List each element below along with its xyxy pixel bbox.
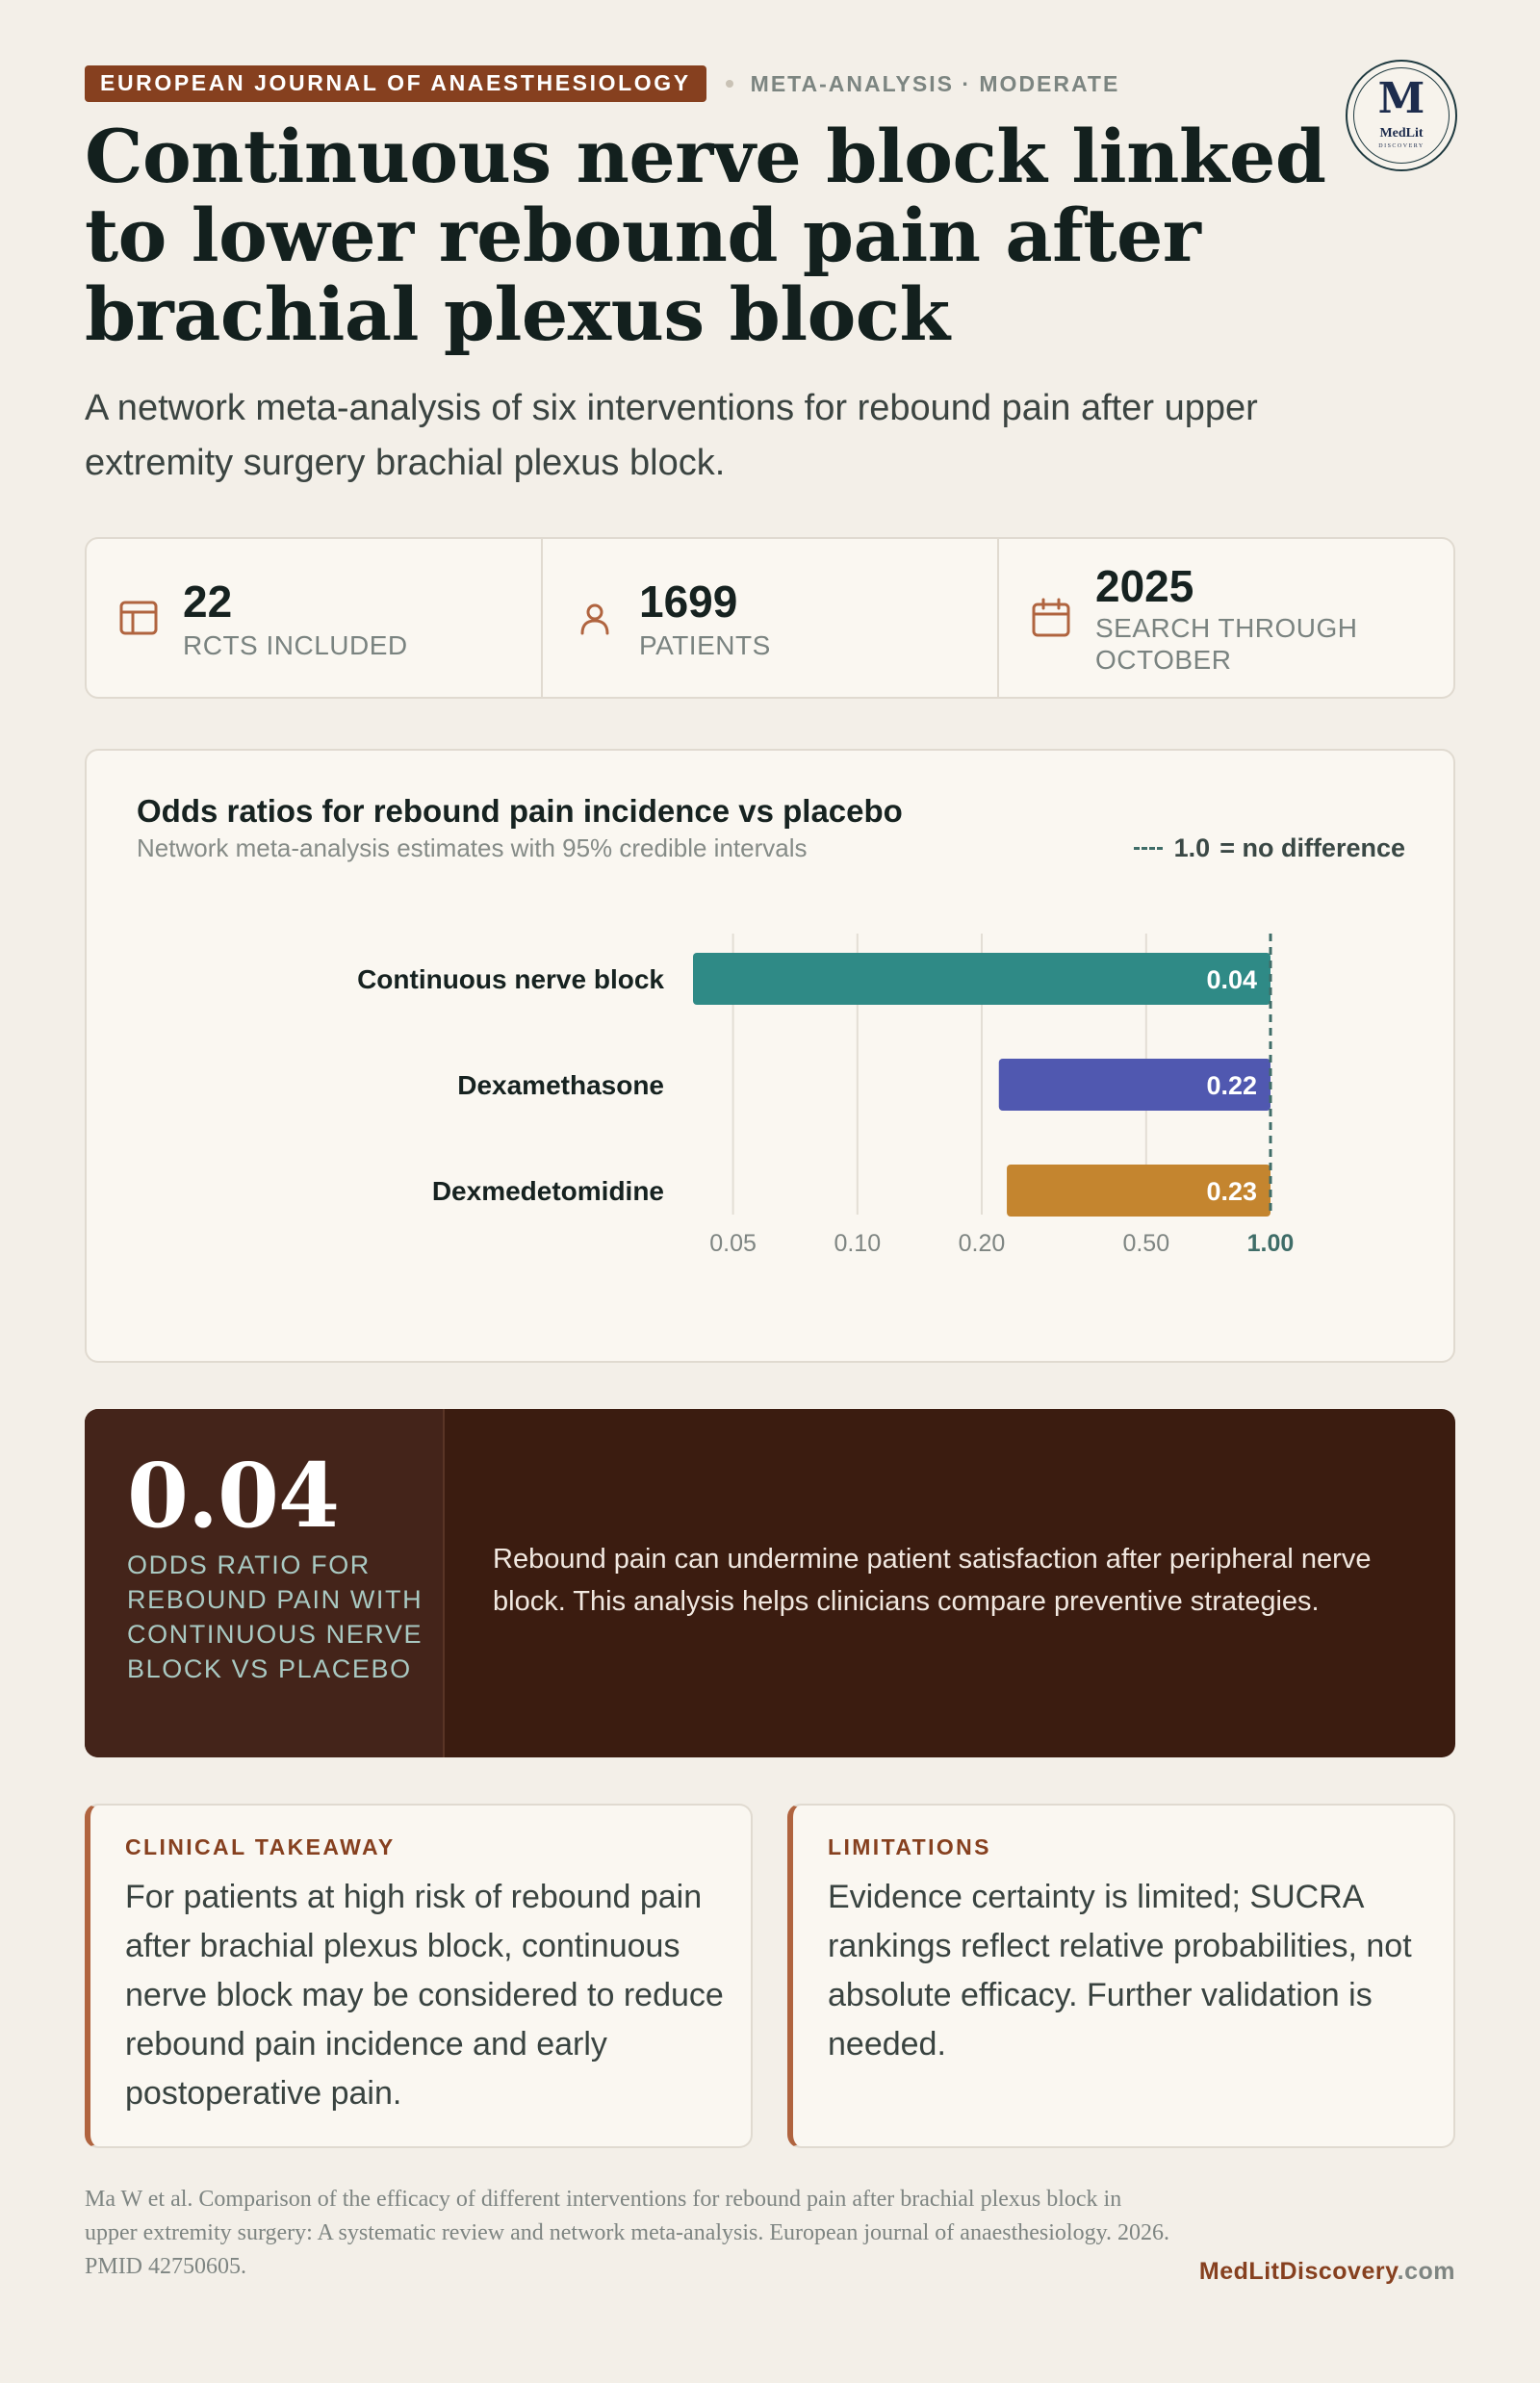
person-icon xyxy=(580,603,609,635)
key-number: 0.04 xyxy=(127,1444,340,1548)
legend-dash-icon xyxy=(1133,847,1163,850)
odds-ratio-chart: Continuous nerve block 0.04 Dexamethasone 0… xyxy=(357,934,1295,1257)
takeaway-body: For patients at high risk of rebound pai… xyxy=(125,1879,724,2112)
top-bar: EUROPEAN JOURNAL OF ANAESTHESIOLOGY META… xyxy=(85,65,1119,102)
table-icon xyxy=(119,601,158,635)
journal-badge: EUROPEAN JOURNAL OF ANAESTHESIOLOGY xyxy=(85,65,706,102)
logo-name: MedLit xyxy=(1379,126,1424,141)
key-number-block: 0.04 ODDS RATIO FOR REBOUND PAIN WITH CO… xyxy=(85,1409,445,1757)
takeaway-heading: CLINICAL TAKEAWAY xyxy=(125,1834,396,1859)
chart-card: Odds ratios for rebound pain incidence v… xyxy=(85,749,1455,1363)
limitations-heading: LIMITATIONS xyxy=(828,1834,991,1859)
bar-0 xyxy=(693,953,1270,1005)
limitations-body: Evidence certainty is limited; SUCRA ran… xyxy=(828,1879,1412,2063)
stat-label: SEARCH THROUGH OCTOBER xyxy=(1095,613,1358,675)
chart-legend: 1.0 = no difference xyxy=(1133,833,1405,863)
key-finding-text: Rebound pain can undermine patient satis… xyxy=(493,1544,1372,1617)
chart-subtitle: Network meta-analysis estimates with 95%… xyxy=(137,833,808,862)
x-tick-label: 0.50 xyxy=(1122,1230,1169,1257)
medlit-logo: M MedLit DISCOVERY xyxy=(1346,60,1457,171)
site-tld: .com xyxy=(1397,2258,1455,2285)
x-tick-label: 0.10 xyxy=(834,1230,881,1257)
bar-1 xyxy=(998,1059,1270,1111)
clinical-takeaway-card: CLINICAL TAKEAWAY For patients at high r… xyxy=(85,1804,753,2148)
stat-search-date: 2025 SEARCH THROUGH OCTOBER xyxy=(999,539,1453,697)
stat-value: 22 xyxy=(183,577,233,627)
calendar-icon xyxy=(1032,598,1070,637)
citation: Ma W et al. Comparison of the efficacy o… xyxy=(85,2187,1170,2279)
headline: Continuous nerve block linked to lower r… xyxy=(85,114,1326,357)
key-finding-panel: 0.04 ODDS RATIO FOR REBOUND PAIN WITH CO… xyxy=(85,1409,1455,1757)
category-label: Dexmedetomidine xyxy=(432,1176,664,1206)
bar-value-label: 0.22 xyxy=(1206,1071,1257,1100)
stat-label: RCTS INCLUDED xyxy=(183,630,408,660)
x-tick-label: 1.00 xyxy=(1247,1230,1295,1257)
x-tick-label: 0.05 xyxy=(709,1230,757,1257)
bar-value-label: 0.23 xyxy=(1206,1177,1257,1206)
site-brand: MedLitDiscovery xyxy=(1198,2258,1398,2285)
stat-rcts: 22 RCTS INCLUDED xyxy=(87,539,543,697)
key-number-label: ODDS RATIO FOR REBOUND PAIN WITH CONTINU… xyxy=(127,1550,424,1683)
category-label: Continuous nerve block xyxy=(357,964,664,994)
legend-text: = no difference xyxy=(1219,833,1405,862)
stats-bar: 22 RCTS INCLUDED 1699 PATIENTS 2025 SEAR… xyxy=(85,537,1455,699)
logo-ring: M MedLit DISCOVERY xyxy=(1353,67,1450,164)
logo-letter: M xyxy=(1377,74,1425,123)
separator-dot xyxy=(725,80,733,88)
logo-tagline: DISCOVERY xyxy=(1378,143,1424,149)
stat-value: 2025 xyxy=(1095,561,1194,611)
stat-patients: 1699 PATIENTS xyxy=(543,539,999,697)
category-label: Dexamethasone xyxy=(457,1070,664,1100)
stat-label: PATIENTS xyxy=(639,630,771,660)
bar-value-label: 0.04 xyxy=(1206,965,1257,994)
chart-title: Odds ratios for rebound pain incidence v… xyxy=(137,793,903,829)
stat-value: 1699 xyxy=(639,577,738,627)
subtitle: A network meta-analysis of six intervent… xyxy=(85,388,1258,483)
site-link[interactable]: MedLitDiscovery.com xyxy=(1199,2258,1455,2286)
legend-value: 1.0 xyxy=(1173,833,1211,862)
x-tick-label: 0.20 xyxy=(959,1230,1006,1257)
bar-2 xyxy=(1007,1165,1270,1217)
study-type-label: META-ANALYSIS · MODERATE xyxy=(750,70,1120,96)
limitations-card: LIMITATIONS Evidence certainty is limite… xyxy=(787,1804,1455,2148)
